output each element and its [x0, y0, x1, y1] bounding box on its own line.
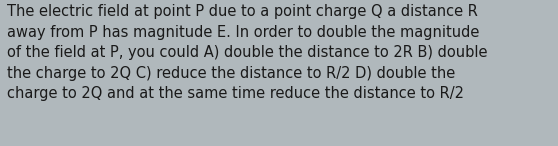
- Text: The electric field at point P due to a point charge Q a distance R
away from P h: The electric field at point P due to a p…: [7, 4, 487, 101]
